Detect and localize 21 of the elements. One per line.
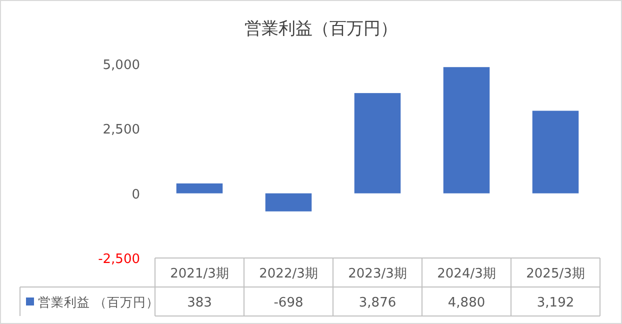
- data-label: -698: [274, 296, 304, 310]
- y-tick-label: -2,500: [98, 252, 140, 267]
- data-label: 4,880: [448, 296, 486, 310]
- bar: [443, 67, 490, 194]
- x-tick-label: 2023/3期: [348, 266, 407, 282]
- bar: [176, 183, 223, 194]
- y-tick-label: 2,500: [102, 122, 140, 138]
- y-tick-label: 0: [132, 187, 140, 202]
- x-tick-label: 2022/3期: [259, 266, 318, 282]
- bar: [532, 110, 579, 194]
- x-tick-label: 2021/3期: [170, 266, 229, 282]
- legend-label: 営業利益 （百万円）: [38, 294, 159, 310]
- title: 営業利益（百万円）: [244, 19, 398, 39]
- data-label: 383: [187, 296, 212, 310]
- data-label: 3,192: [536, 296, 574, 310]
- x-tick-label: 2025/3期: [526, 266, 585, 282]
- bar: [265, 193, 312, 212]
- y-tick-label: 5,000: [102, 58, 140, 73]
- data-label: 3,876: [358, 296, 396, 310]
- bar: [354, 93, 401, 194]
- x-tick-label: 2024/3期: [437, 266, 496, 282]
